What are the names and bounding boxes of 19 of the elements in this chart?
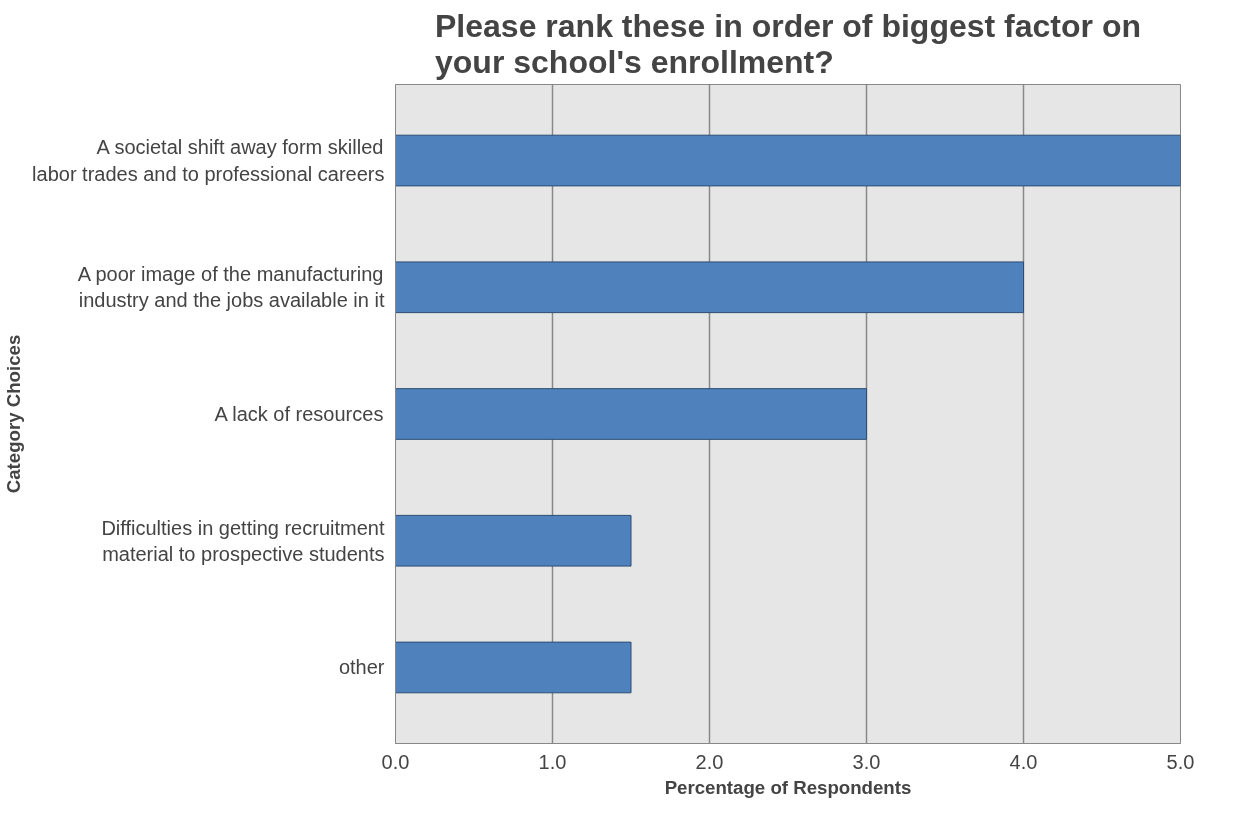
y-tick-label: other [338,656,385,679]
bar [395,641,632,694]
y-axis-title: Category Choices [3,334,25,494]
x-tick-label: 2.0 [695,750,724,773]
bar [395,261,1024,314]
y-tick-label: Difficulties in getting recruitment material to prospective students [101,516,385,565]
chart-title: Please rank these in order of biggest factor on your school's enrollment? [435,7,1141,80]
bar [395,134,1181,187]
y-tick-label: A lack of resources [214,403,384,425]
y-tick-label: A societal shift away form skilled labor trades and to professional careers [32,136,385,185]
y-tick-label: A poor image of the manufacturing industry and the jobs available in it [77,263,385,312]
x-tick-label: 3.0 [852,750,881,773]
bar [395,388,867,440]
x-tick-label: 5.0 [1166,750,1195,773]
x-tick-label: 0.0 [381,750,410,773]
x-tick-label: 4.0 [1009,750,1038,773]
x-tick-label: 1.0 [538,750,567,773]
x-axis-title: Percentage of Respondents [664,776,912,798]
bar [395,514,632,567]
